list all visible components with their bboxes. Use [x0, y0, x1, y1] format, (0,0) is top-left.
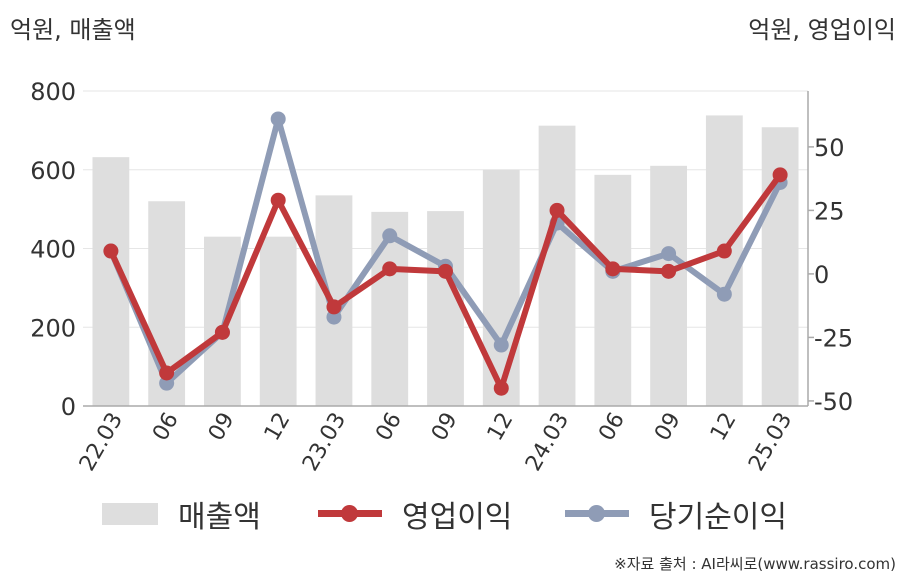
legend-swatch-revenue — [102, 503, 158, 525]
right-axis-tick-label: 0 — [814, 261, 829, 289]
left-axis-tick-label: 0 — [61, 393, 76, 421]
left-axis-tick-label: 200 — [30, 314, 76, 342]
operating-profit-point — [772, 167, 788, 183]
axes — [83, 91, 814, 407]
source-credit: ※자료 출처 : AI라씨로(www.rassiro.com) — [614, 555, 896, 573]
net-income-point — [493, 337, 509, 353]
revenue-bar — [482, 169, 520, 406]
x-axis-tick-label: 12 — [706, 409, 742, 446]
net-income-point — [270, 111, 286, 127]
x-axis-tick-label: 09 — [427, 409, 463, 446]
legend-label-net-income: 당기순이익 — [649, 500, 787, 535]
right-axis-tick-label: -25 — [814, 324, 853, 352]
legend-item-net-income: 당기순이익 — [565, 490, 787, 538]
x-axis-tick-label: 06 — [371, 409, 407, 446]
profit-lines — [103, 111, 788, 396]
revenue-bar — [259, 236, 297, 406]
operating-profit-point — [549, 202, 565, 218]
operating-profit-point — [214, 324, 230, 340]
legend-item-operating-profit: 영업이익 — [318, 490, 512, 538]
net-income-point — [382, 228, 398, 244]
right-axis-tick-label: 50 — [814, 134, 845, 162]
operating-profit-point — [159, 365, 175, 381]
revenue-bar — [705, 115, 743, 406]
legend-item-revenue: 매출액 — [102, 490, 261, 538]
x-axis-tick-label: 09 — [204, 409, 240, 446]
operating-profit-point — [493, 380, 509, 396]
operating-profit-point — [270, 192, 286, 208]
x-axis-tick-label: 12 — [483, 409, 519, 446]
revenue-bar — [594, 174, 632, 406]
operating-profit-point — [661, 263, 677, 279]
net-income-point — [716, 286, 732, 302]
x-axis-tick-label: 06 — [148, 409, 184, 446]
revenue-bar — [427, 211, 464, 406]
x-axis-tick-label: 25.03 — [744, 409, 797, 476]
operating-profit-point — [382, 261, 398, 277]
x-axis-tick-label: 06 — [594, 409, 630, 446]
revenue-bar — [650, 165, 687, 406]
operating-profit-point — [605, 261, 621, 277]
right-axis-tick-label: 25 — [814, 197, 845, 225]
x-axis-tick-label: 09 — [650, 409, 686, 446]
left-axis-tick-label: 800 — [30, 78, 76, 106]
right-axis-tick-label: -50 — [814, 388, 853, 416]
x-axis-tick-label: 23.03 — [298, 409, 351, 476]
x-axis-tick-label: 22.03 — [75, 409, 128, 476]
left-axis-tick-label: 400 — [30, 236, 76, 264]
x-axis-tick-label: 12 — [260, 409, 296, 446]
operating-profit-point — [103, 243, 119, 259]
x-axis-tick-label: 24.03 — [521, 409, 574, 476]
legend-label-revenue: 매출액 — [178, 500, 261, 535]
right-axis-unit-label: 억원, 영업이익 — [748, 16, 896, 44]
left-axis-tick-label: 600 — [30, 157, 76, 185]
net-income-point — [661, 246, 677, 262]
operating-profit-point — [438, 263, 453, 279]
operating-profit-point — [326, 299, 342, 315]
legend: 매출액 영업이익 당기순이익 — [0, 490, 908, 538]
legend-swatch-operating-profit — [318, 503, 382, 525]
legend-label-operating-profit: 영업이익 — [402, 500, 513, 535]
operating-profit-point — [716, 243, 732, 259]
left-axis-unit-label: 억원, 매출액 — [10, 16, 136, 44]
revenue-bar — [538, 125, 576, 407]
legend-swatch-net-income — [565, 503, 629, 525]
